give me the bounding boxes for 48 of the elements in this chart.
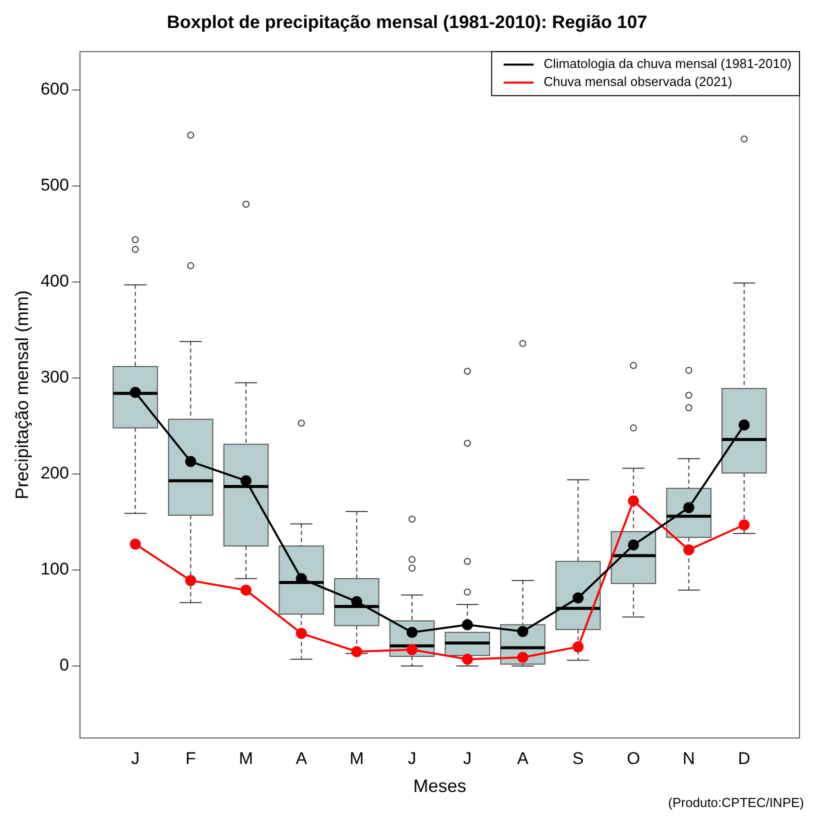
x-tick-label: J [463, 748, 472, 768]
x-tick-label: A [296, 748, 308, 768]
y-tick-label: 0 [59, 656, 69, 675]
x-axis-title: Meses [413, 776, 466, 796]
x-tick-label: A [517, 748, 530, 768]
point [185, 456, 196, 468]
x-tick-label: M [238, 748, 254, 768]
y-axis-title: Precipitação mensal (mm) [12, 290, 32, 500]
y-tick-label: 200 [40, 464, 69, 483]
x-tick-label: O [626, 748, 640, 768]
point [628, 495, 639, 506]
point [517, 652, 528, 663]
x-tick-label: J [131, 748, 140, 768]
point [517, 626, 528, 637]
x-tick-label: J [408, 748, 416, 768]
point [738, 519, 750, 530]
x-tick-label: M [350, 748, 364, 768]
y-tick-label: 100 [40, 560, 69, 579]
point [628, 540, 639, 551]
point [130, 538, 141, 550]
y-tick-label: 400 [40, 272, 69, 291]
y-tick-label: 500 [40, 176, 69, 195]
point [683, 502, 694, 514]
x-tick-label: S [572, 748, 584, 768]
point [572, 641, 584, 652]
legend-label: Climatologia da chuva mensal (1981-2010) [544, 56, 792, 72]
point [130, 386, 141, 398]
point [462, 654, 473, 665]
point [406, 626, 418, 638]
x-tick-label: N [682, 748, 695, 768]
x-tick-label: D [738, 748, 750, 768]
y-tick-label: 600 [40, 80, 69, 99]
point [406, 644, 418, 656]
point [683, 544, 694, 556]
chart-title: Boxplot de precipitação mensal (1981-2010): Região 107 [166, 12, 648, 32]
point [462, 619, 473, 630]
point [296, 573, 307, 584]
point [738, 420, 750, 431]
point [185, 575, 196, 586]
point [240, 584, 252, 596]
x-tick-label: F [185, 748, 196, 768]
text: (Produto:CPTEC/INPE) [668, 795, 804, 810]
point [240, 475, 252, 486]
point [296, 628, 307, 639]
y-tick-label: 300 [40, 368, 69, 387]
point [351, 646, 362, 658]
legend-label: Chuva mensal observada (2021) [544, 74, 732, 90]
point [572, 592, 584, 604]
